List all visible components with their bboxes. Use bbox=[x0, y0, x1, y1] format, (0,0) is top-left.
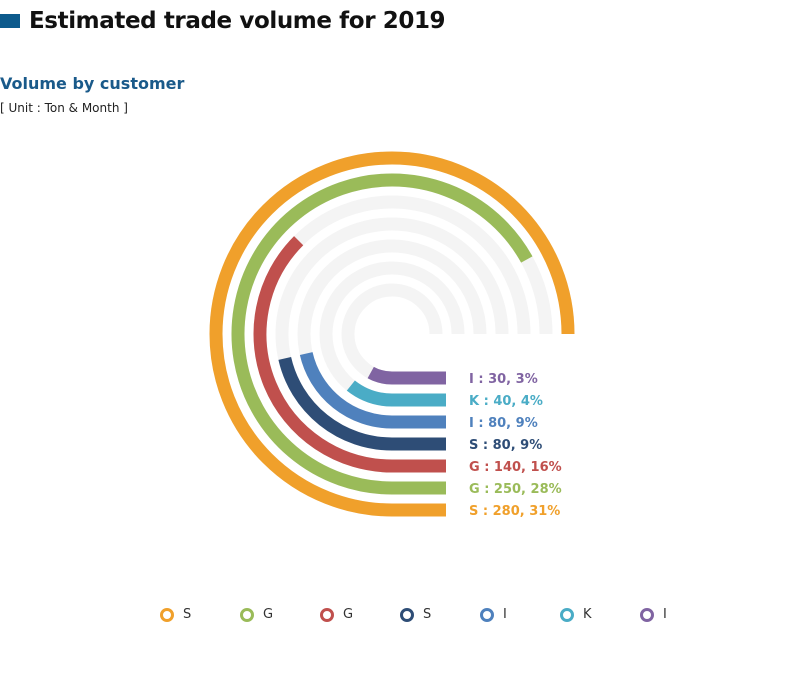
track-7 bbox=[341, 283, 443, 385]
legend-label: K bbox=[583, 607, 592, 622]
legend-marker-icon bbox=[400, 607, 414, 622]
bar-6 bbox=[346, 380, 446, 407]
title-marker bbox=[0, 14, 20, 28]
legend-item-4: S bbox=[400, 607, 480, 622]
legend-marker-icon bbox=[160, 607, 174, 622]
legend-label: I bbox=[663, 607, 667, 622]
track-6 bbox=[319, 261, 465, 407]
bar-7 bbox=[367, 366, 446, 385]
legend-item-3: G bbox=[320, 607, 400, 622]
page-title: Estimated trade volume for 2019 bbox=[29, 8, 446, 34]
data-label-4: S : 80, 9% bbox=[469, 438, 542, 453]
bar-1 bbox=[209, 151, 575, 517]
bar-3 bbox=[253, 236, 446, 473]
legend-marker-icon bbox=[560, 607, 574, 622]
chart-subtitle: Volume by customer bbox=[0, 74, 185, 93]
legend-label: S bbox=[423, 607, 432, 622]
data-label-6: K : 40, 4% bbox=[469, 394, 543, 409]
legend-item-5: I bbox=[480, 607, 560, 622]
data-label-7: I : 30, 3% bbox=[469, 372, 538, 387]
legend-item-6: K bbox=[560, 607, 640, 622]
data-label-2: G : 250, 28% bbox=[469, 482, 562, 497]
chart-header: Estimated trade volume for 2019 bbox=[0, 6, 446, 36]
legend-label: G bbox=[343, 607, 354, 622]
data-label-3: G : 140, 16% bbox=[469, 460, 562, 475]
legend-label: I bbox=[503, 607, 507, 622]
data-label-5: I : 80, 9% bbox=[469, 416, 538, 431]
legend-item-7: I bbox=[640, 607, 720, 622]
unit-label: [ Unit : Ton & Month ] bbox=[0, 101, 128, 115]
legend-marker-icon bbox=[240, 607, 254, 622]
legend-label: S bbox=[183, 607, 192, 622]
legend-marker-icon bbox=[640, 607, 654, 622]
legend-label: G bbox=[263, 607, 274, 622]
legend-item-1: S bbox=[160, 607, 240, 622]
bar-2 bbox=[231, 173, 533, 495]
data-label-1: S : 280, 31% bbox=[469, 504, 560, 519]
legend-item-2: G bbox=[240, 607, 320, 622]
bar-5 bbox=[299, 351, 446, 429]
legend-marker-icon bbox=[320, 607, 334, 622]
bar-4 bbox=[278, 356, 446, 451]
legend-marker-icon bbox=[480, 607, 494, 622]
